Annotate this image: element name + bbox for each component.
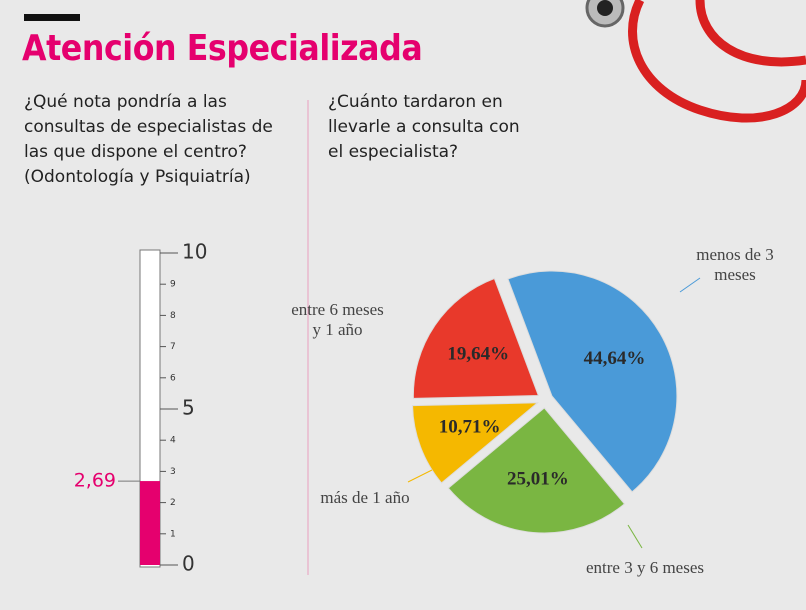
tick-label: 8: [170, 311, 176, 321]
pie-slice: [507, 270, 678, 493]
tick-label: 3: [170, 467, 176, 477]
slice-value-label: 44,64%: [584, 348, 646, 369]
tick-label: 5: [182, 396, 195, 420]
category-label: entre 3 y 6 meses: [585, 558, 705, 577]
fill-bar: [140, 481, 160, 565]
slice-value-label: 25,01%: [507, 469, 569, 490]
tick-label: 9: [170, 280, 176, 290]
slice-value-label: 10,71%: [439, 417, 501, 438]
leader-line: [627, 524, 643, 549]
value-label: 2,69: [74, 470, 116, 492]
slice-value-label: 19,64%: [447, 343, 509, 364]
pie-slice: [447, 407, 626, 534]
tick-label: 2: [170, 498, 176, 508]
tick-label: 10: [182, 240, 207, 264]
category-label: más de 1 año: [320, 488, 410, 507]
tick-label: 0: [182, 552, 195, 576]
tick-label: 4: [170, 436, 176, 446]
pie-slice: [412, 402, 539, 484]
tick-label: 7: [170, 342, 176, 352]
tick-label: 1: [170, 529, 176, 539]
question: ¿Cuánto tardaron en llevarle a consulta …: [328, 92, 520, 162]
page-title: Atención Especializada: [22, 28, 423, 69]
category-label: menos de 3 meses: [696, 245, 774, 284]
pie-slice: [412, 277, 540, 399]
leader-line: [407, 469, 433, 483]
question: ¿Qué nota pondría a las consultas de esp…: [24, 92, 273, 187]
category-label: entre 6 meses y 1 año: [291, 300, 384, 339]
stethoscope: [585, 0, 806, 123]
leader-line: [679, 277, 701, 293]
header-bar: [24, 14, 80, 21]
tick-label: 6: [170, 373, 176, 383]
